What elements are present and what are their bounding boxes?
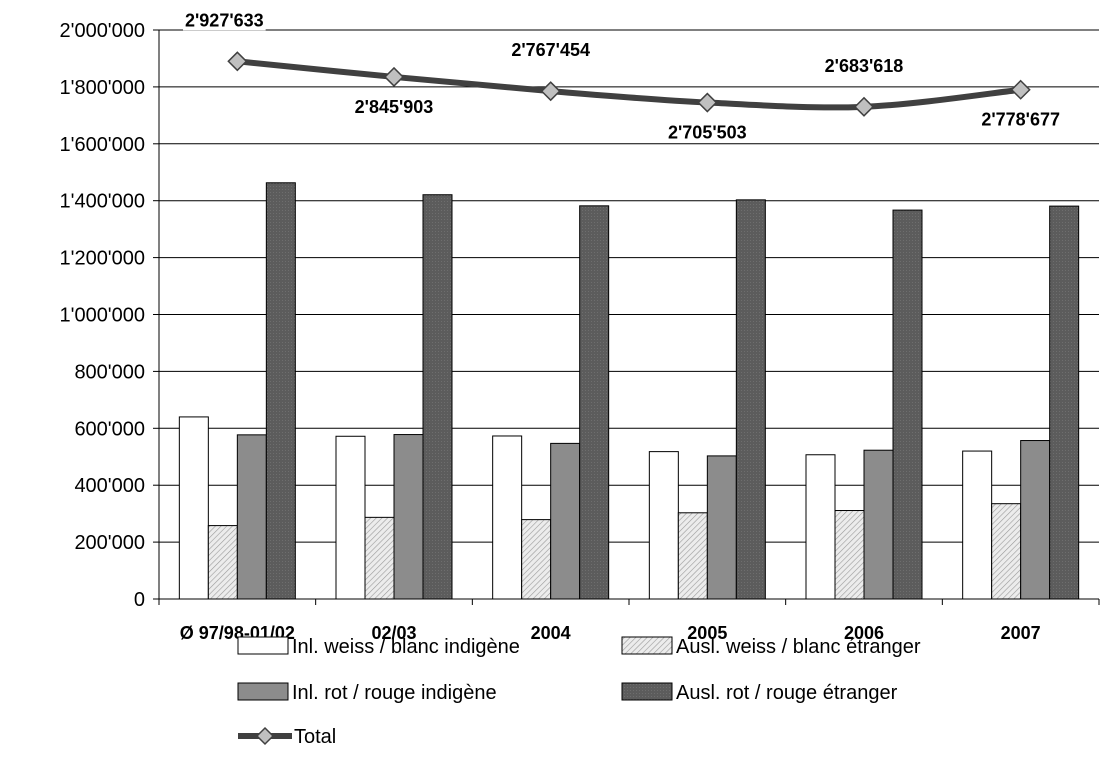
bar [236, 434, 267, 600]
y-tick-label: 400'000 [74, 475, 145, 497]
bar [1049, 205, 1080, 600]
y-tick-label: 600'000 [74, 418, 145, 440]
axes [153, 29, 1100, 605]
bar [863, 449, 894, 600]
legend-item: Inl. rot / rouge indigène [237, 682, 497, 704]
legend: Inl. weiss / blanc indigène Ausl. weiss /… [237, 636, 921, 748]
total-marker [1010, 79, 1031, 100]
total-data-label: 2'845'903 [355, 97, 434, 117]
x-tick-label: 2005 [687, 623, 727, 643]
legend-label: Inl. rot / rouge indigène [292, 682, 497, 704]
total-marker [227, 51, 248, 72]
legend-swatch [621, 636, 673, 655]
legend-swatch [237, 636, 289, 655]
legend-swatch [621, 682, 673, 701]
data-label-background [822, 55, 906, 76]
total-line-path [234, 58, 1024, 111]
gridlines [159, 29, 1099, 543]
y-tick-label: 200'000 [74, 532, 145, 554]
y-tick-label: 1'600'000 [60, 134, 146, 156]
data-label-background [666, 122, 749, 143]
bar [207, 525, 238, 600]
data-label-background [183, 10, 266, 31]
bar [648, 451, 679, 600]
bars [178, 182, 1080, 600]
total-marker [697, 92, 718, 113]
total-data-labels: 2'927'633 2'845'903 2'767'454 2'705'503 2'68… [183, 10, 1062, 143]
total-data-label: 2'705'503 [668, 123, 747, 143]
total-data-label: 2'778'677 [981, 110, 1060, 130]
bar [991, 503, 1022, 600]
bar [892, 209, 923, 600]
data-label-background [509, 40, 592, 61]
legend-label: Total [294, 726, 336, 748]
bar [706, 455, 737, 600]
bar [393, 434, 424, 600]
data-label-background [352, 96, 436, 117]
total-data-label: 2'927'633 [185, 10, 264, 30]
legend-label: Ausl. rot / rouge étranger [676, 682, 898, 704]
bar [962, 450, 993, 600]
legend-item: Inl. weiss / blanc indigène [237, 636, 520, 658]
legend-swatch [237, 682, 289, 701]
bar [1020, 440, 1051, 600]
bar [422, 194, 453, 600]
legend-label: Ausl. weiss / blanc étranger [676, 636, 921, 658]
bar [579, 205, 610, 600]
x-tick-label: 2004 [531, 623, 571, 643]
x-tick-label: 2006 [844, 623, 884, 643]
bar [364, 516, 395, 600]
y-tick-label: 1'000'000 [60, 305, 146, 327]
bar [265, 182, 296, 600]
bar [550, 442, 581, 600]
total-marker [383, 66, 405, 88]
x-axis-ticks: Ø 97/98-01/02 02/03 2004 2005 2006 2007 [180, 623, 1041, 643]
bar [178, 416, 209, 600]
y-axis-ticks: 0 200'000 400'000 600'000 800'000 1'000'000 1'… [60, 20, 146, 611]
y-tick-label: 1'800'000 [60, 77, 146, 99]
y-tick-label: 2'000'000 [60, 20, 146, 42]
total-line [227, 51, 1031, 117]
bar [492, 435, 523, 600]
bar [677, 512, 708, 600]
legend-marker [255, 726, 275, 746]
legend-item: Ausl. rot / rouge étranger [621, 682, 898, 704]
y-tick-label: 1'200'000 [60, 248, 146, 270]
bar [735, 199, 766, 600]
total-marker [540, 81, 561, 102]
bar [834, 510, 865, 600]
bar [805, 454, 836, 600]
legend-label: Inl. weiss / blanc indigène [292, 636, 520, 658]
legend-item: Ausl. weiss / blanc étranger [621, 636, 921, 658]
legend-item: Total [238, 726, 336, 748]
total-data-label: 2'767'454 [511, 40, 590, 60]
y-tick-label: 0 [134, 589, 145, 611]
bar [521, 519, 552, 600]
x-tick-label: 2007 [1001, 623, 1041, 643]
y-tick-label: 1'400'000 [60, 191, 146, 213]
y-tick-label: 800'000 [74, 361, 145, 383]
total-marker [853, 96, 875, 117]
bar [335, 435, 366, 600]
x-tick-label: 02/03 [371, 623, 416, 643]
data-label-background [979, 109, 1062, 130]
total-data-label: 2'683'618 [825, 56, 904, 76]
